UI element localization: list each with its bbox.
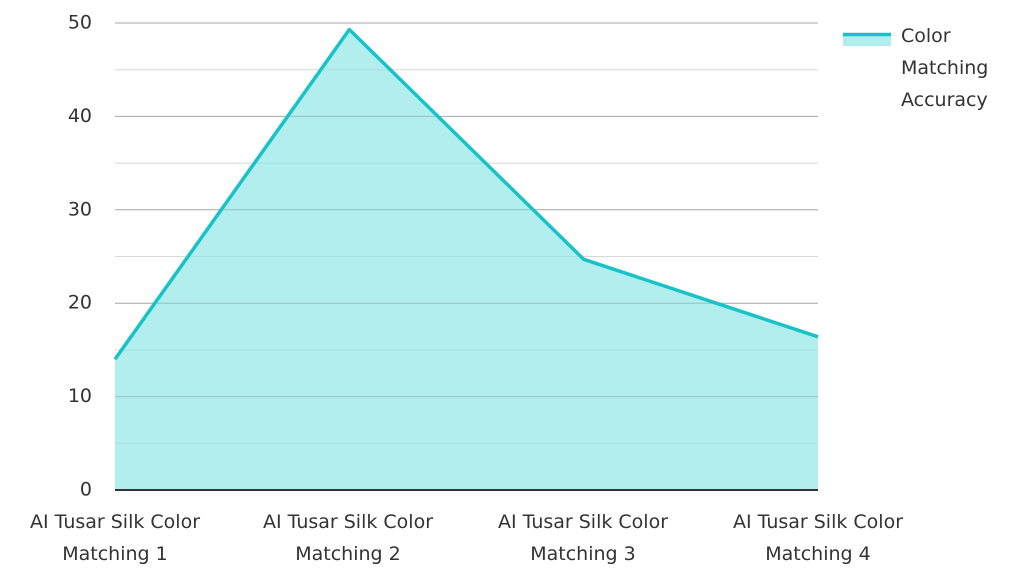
area-fill bbox=[115, 30, 818, 490]
y-tick-label: 10 bbox=[68, 385, 92, 407]
x-tick-label-line: AI Tusar Silk Color bbox=[733, 511, 903, 533]
y-axis-ticks: 0 10 20 30 40 50 bbox=[68, 12, 92, 501]
x-tick-label: AI Tusar Silk Color Matching 2 bbox=[263, 511, 433, 564]
legend-label: Color Matching Accuracy bbox=[901, 25, 988, 111]
x-tick-label-line: Matching 3 bbox=[530, 543, 635, 564]
y-tick-label: 0 bbox=[80, 479, 92, 501]
x-tick-label-line: Matching 4 bbox=[765, 543, 870, 564]
legend-label-line: Matching bbox=[901, 57, 988, 79]
legend-label-line: Color bbox=[901, 25, 951, 47]
legend: Color Matching Accuracy bbox=[843, 25, 988, 111]
y-tick-label: 20 bbox=[68, 292, 92, 314]
x-tick-label: AI Tusar Silk Color Matching 4 bbox=[733, 511, 903, 564]
y-tick-label: 40 bbox=[68, 105, 92, 127]
y-tick-label: 50 bbox=[68, 12, 92, 34]
series-area bbox=[115, 23, 818, 490]
x-tick-label-line: AI Tusar Silk Color bbox=[498, 511, 668, 533]
x-tick-label-line: AI Tusar Silk Color bbox=[263, 511, 433, 533]
x-tick-label-line: Matching 2 bbox=[295, 543, 400, 564]
legend-label-line: Accuracy bbox=[901, 89, 988, 111]
x-tick-label-line: AI Tusar Silk Color bbox=[30, 511, 200, 533]
x-tick-label-line: Matching 1 bbox=[62, 543, 167, 564]
y-tick-label: 30 bbox=[68, 198, 92, 220]
x-tick-label: AI Tusar Silk Color Matching 1 bbox=[30, 511, 200, 564]
x-tick-label: AI Tusar Silk Color Matching 3 bbox=[498, 511, 668, 564]
